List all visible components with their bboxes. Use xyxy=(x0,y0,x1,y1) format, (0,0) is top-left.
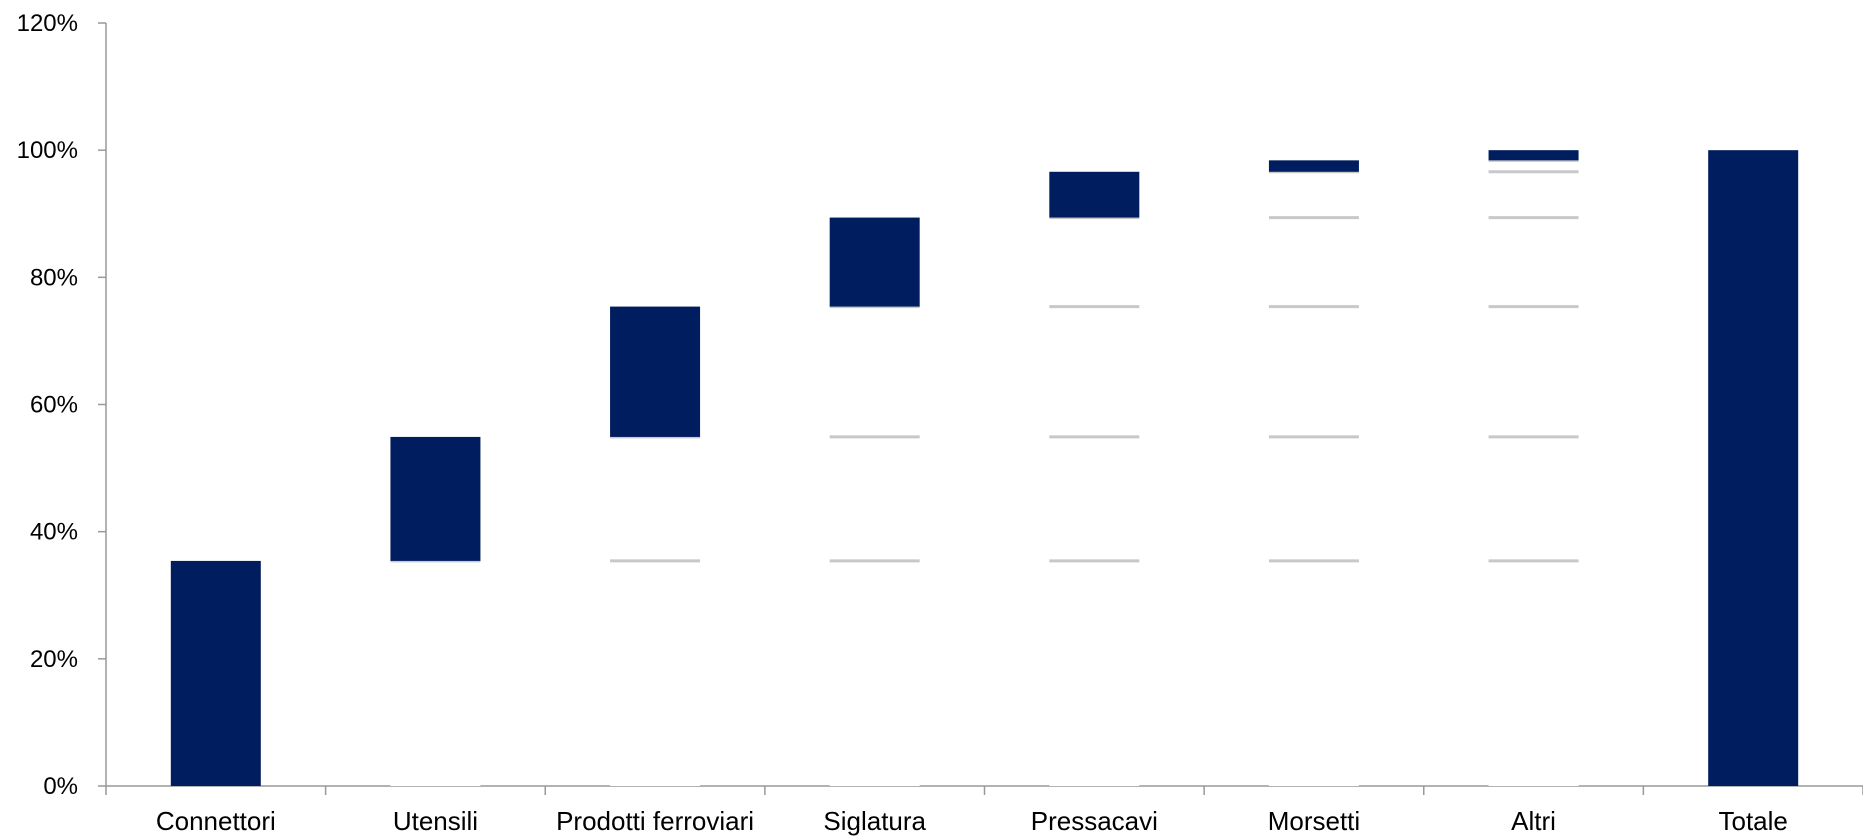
y-tick-label: 80% xyxy=(30,264,78,291)
x-axis xyxy=(105,785,1863,795)
bar-totale xyxy=(1708,150,1799,786)
x-tick-label: Connettori xyxy=(156,806,276,836)
category-labels: Connettori Utensili Prodotti ferroviari Sig… xyxy=(156,806,1788,836)
y-tick-label: 120% xyxy=(17,10,78,37)
x-tick-label: Morsetti xyxy=(1268,806,1360,836)
base-segment xyxy=(610,436,701,786)
y-tick-label: 40% xyxy=(30,519,78,546)
bar-siglatura xyxy=(829,217,920,307)
base-segment xyxy=(1268,171,1359,786)
x-tick-label: Altri xyxy=(1511,806,1556,836)
y-tick-label: 100% xyxy=(17,137,78,164)
bars xyxy=(170,150,1799,787)
y-tick-label: 20% xyxy=(30,646,78,673)
base-segment xyxy=(1488,160,1579,787)
base-segment xyxy=(390,560,481,786)
base-segment xyxy=(829,306,920,786)
bar-utensili xyxy=(390,436,481,561)
y-axis: 0% 20% 40% 60% 80% 100% 120% xyxy=(17,10,107,800)
bar-altri xyxy=(1488,150,1579,161)
bar-pressacavi xyxy=(1049,171,1140,218)
x-tick-label: Totale xyxy=(1718,806,1787,836)
base-segment xyxy=(1049,217,1140,786)
y-tick-label: 0% xyxy=(43,773,78,800)
x-tick-label: Siglatura xyxy=(823,806,926,836)
bar-connettori xyxy=(170,560,261,786)
x-tick-label: Prodotti ferroviari xyxy=(556,806,754,836)
x-tick-label: Pressacavi xyxy=(1031,806,1158,836)
y-tick-label: 60% xyxy=(30,392,78,419)
bar-morsetti xyxy=(1268,160,1359,172)
bar-prodotti-ferroviari xyxy=(610,306,701,437)
x-tick-label: Utensili xyxy=(393,806,478,836)
